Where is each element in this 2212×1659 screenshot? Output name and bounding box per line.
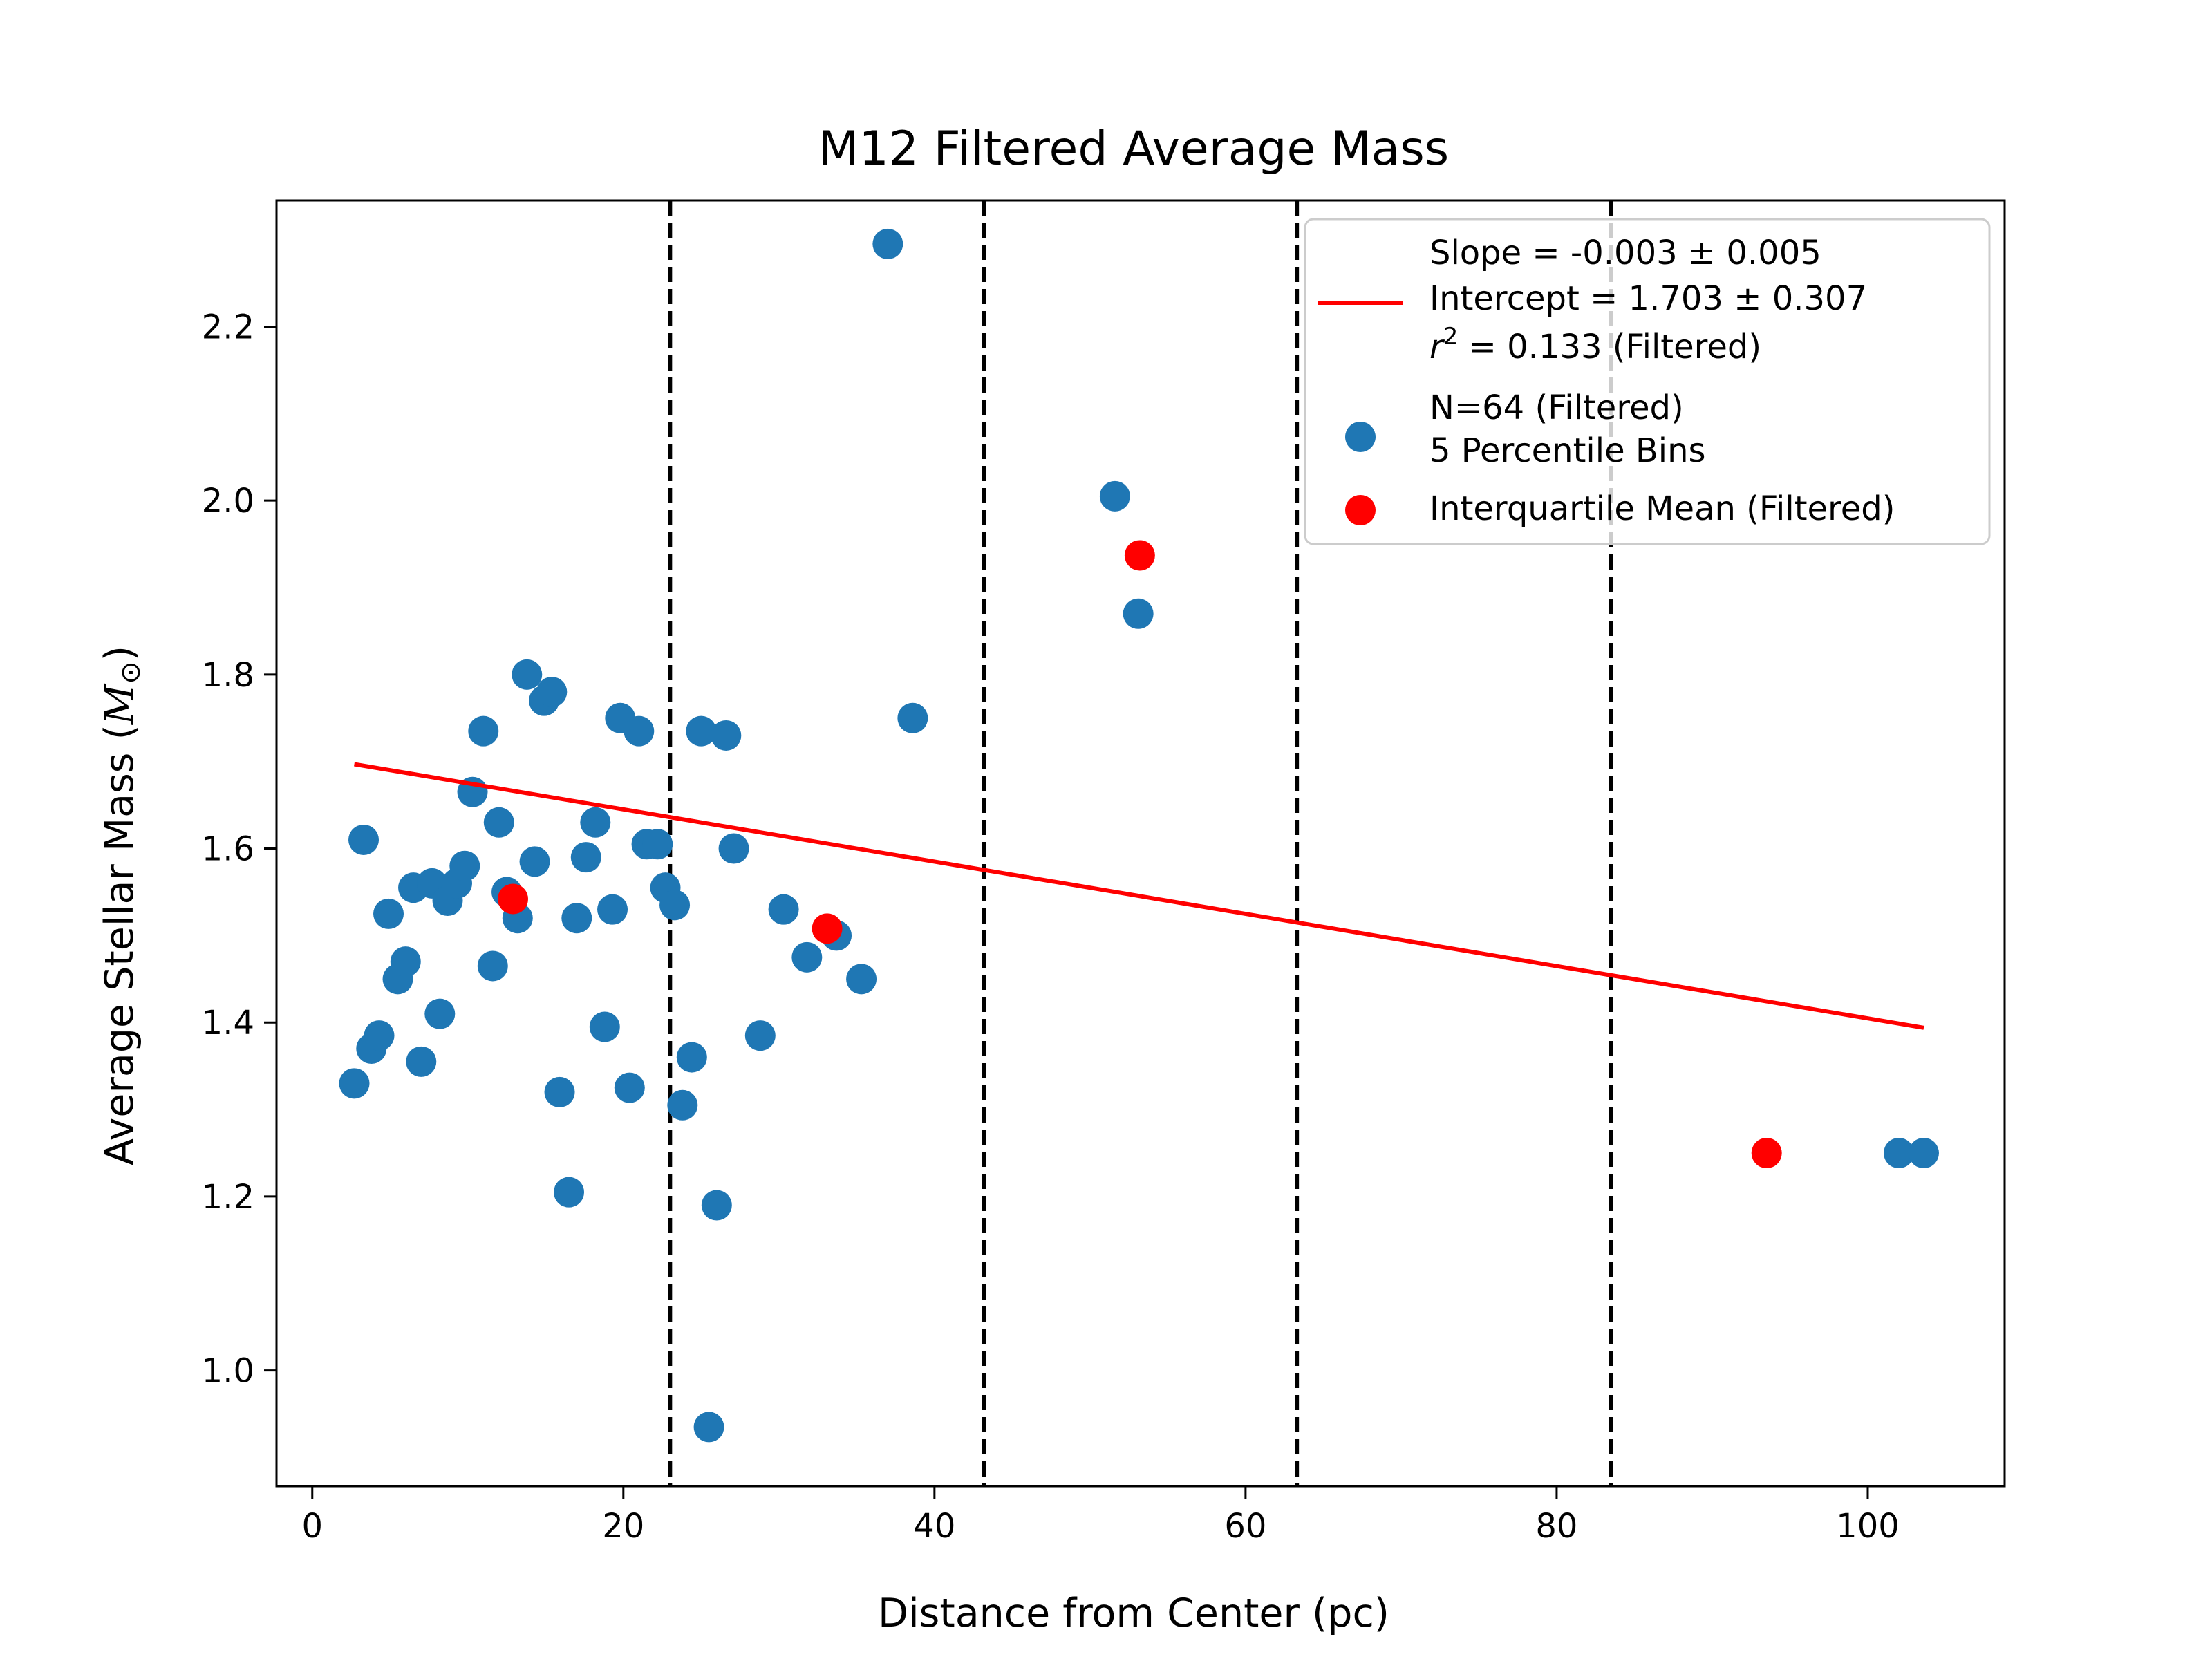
y-axis-label-text: Average Stellar Mass ( (97, 724, 142, 1165)
legend-mean-marker (1345, 495, 1376, 525)
tick-layer: 0 20 40 60 80 100 1.0 1.2 1.4 1.6 1.8 2.0 2.2 (202, 308, 1900, 1546)
legend: Slope = -0.003 ± 0.005 Intercept = 1.703… (1304, 218, 1991, 545)
x-tick-label: 80 (1535, 1507, 1577, 1546)
data-point (424, 998, 456, 1029)
data-point (659, 890, 691, 921)
mean-point (1751, 1138, 1782, 1169)
data-point (477, 950, 508, 982)
x-tick-label: 0 (301, 1507, 323, 1546)
data-point (544, 1076, 575, 1107)
data-point (339, 1068, 370, 1099)
y-tick-label: 2.2 (202, 308, 254, 346)
data-point (561, 903, 592, 934)
y-axis-label-symbol: M (97, 683, 142, 725)
data-point (1883, 1138, 1914, 1169)
data-point (791, 941, 823, 973)
legend-n: N=64 (Filtered) (1430, 388, 1684, 427)
legend-intercept: Intercept = 1.703 ± 0.307 (1430, 279, 1867, 318)
legend-r2: r2 = 0.133 (Filtered) (1430, 323, 1761, 366)
data-point (846, 964, 877, 995)
data-layer (339, 228, 1939, 1443)
data-point (711, 720, 742, 751)
data-point (468, 715, 499, 747)
data-point (536, 677, 568, 708)
data-point (744, 1020, 776, 1051)
data-point (589, 1011, 620, 1042)
x-axis-label: Distance from Center (pc) (878, 1591, 1389, 1636)
legend-bins: 5 Percentile Bins (1430, 431, 1706, 470)
y-tick-label: 1.0 (202, 1352, 254, 1391)
plot-frame (275, 199, 2006, 1488)
legend-r2-value: = 0.133 (Filtered) (1458, 328, 1761, 366)
data-point (364, 1020, 395, 1051)
data-point (693, 1412, 724, 1443)
mean-point (498, 883, 529, 915)
data-point (676, 1042, 707, 1073)
data-point (580, 807, 611, 838)
y-tick-label: 1.2 (202, 1178, 254, 1217)
data-point (483, 807, 514, 838)
mean-point (1124, 540, 1155, 571)
data-point (406, 1046, 437, 1077)
legend-r2-symbol: r (1430, 328, 1445, 366)
data-point (512, 659, 543, 690)
data-point (1908, 1138, 1939, 1169)
data-point (1123, 598, 1154, 629)
y-axis-label-close: ) (97, 646, 142, 661)
data-point (1099, 480, 1130, 512)
legend-r2-exponent: 2 (1443, 323, 1459, 350)
legend-scatter-marker (1345, 422, 1376, 452)
x-tick-label: 40 (913, 1507, 955, 1546)
data-point (348, 824, 379, 855)
data-point (768, 894, 799, 925)
data-point (614, 1072, 645, 1103)
y-tick-label: 1.6 (202, 830, 254, 869)
legend-mean: Interquartile Mean (Filtered) (1430, 489, 1895, 528)
y-tick-label: 2.0 (202, 482, 254, 521)
y-tick-label: 1.4 (202, 1004, 254, 1042)
data-point (624, 715, 655, 747)
mean-point (812, 913, 843, 944)
x-tick-label: 20 (602, 1507, 644, 1546)
data-point (449, 850, 480, 881)
x-tick-label: 100 (1836, 1507, 1900, 1546)
data-point (597, 894, 628, 925)
legend-slope: Slope = -0.003 ± 0.005 (1430, 234, 1821, 272)
data-point (373, 898, 404, 929)
data-point (554, 1177, 585, 1208)
chart-title: M12 Filtered Average Mass (818, 122, 1449, 176)
data-point (667, 1089, 698, 1121)
data-point (390, 946, 421, 977)
x-tick-label: 60 (1224, 1507, 1266, 1546)
y-axis-label-sub: ⊙ (115, 661, 147, 684)
data-point (897, 702, 928, 733)
data-point (872, 228, 903, 259)
fit-line (354, 762, 1924, 1030)
data-point (718, 833, 749, 864)
legend-box (1304, 218, 1991, 545)
data-point (642, 829, 673, 860)
y-tick-label: 1.8 (202, 656, 254, 695)
data-point (519, 846, 550, 877)
data-point (701, 1190, 732, 1221)
y-axis-label: Average Stellar Mass (M⊙) (97, 646, 147, 1165)
data-point (570, 842, 601, 873)
data-point (686, 715, 717, 747)
